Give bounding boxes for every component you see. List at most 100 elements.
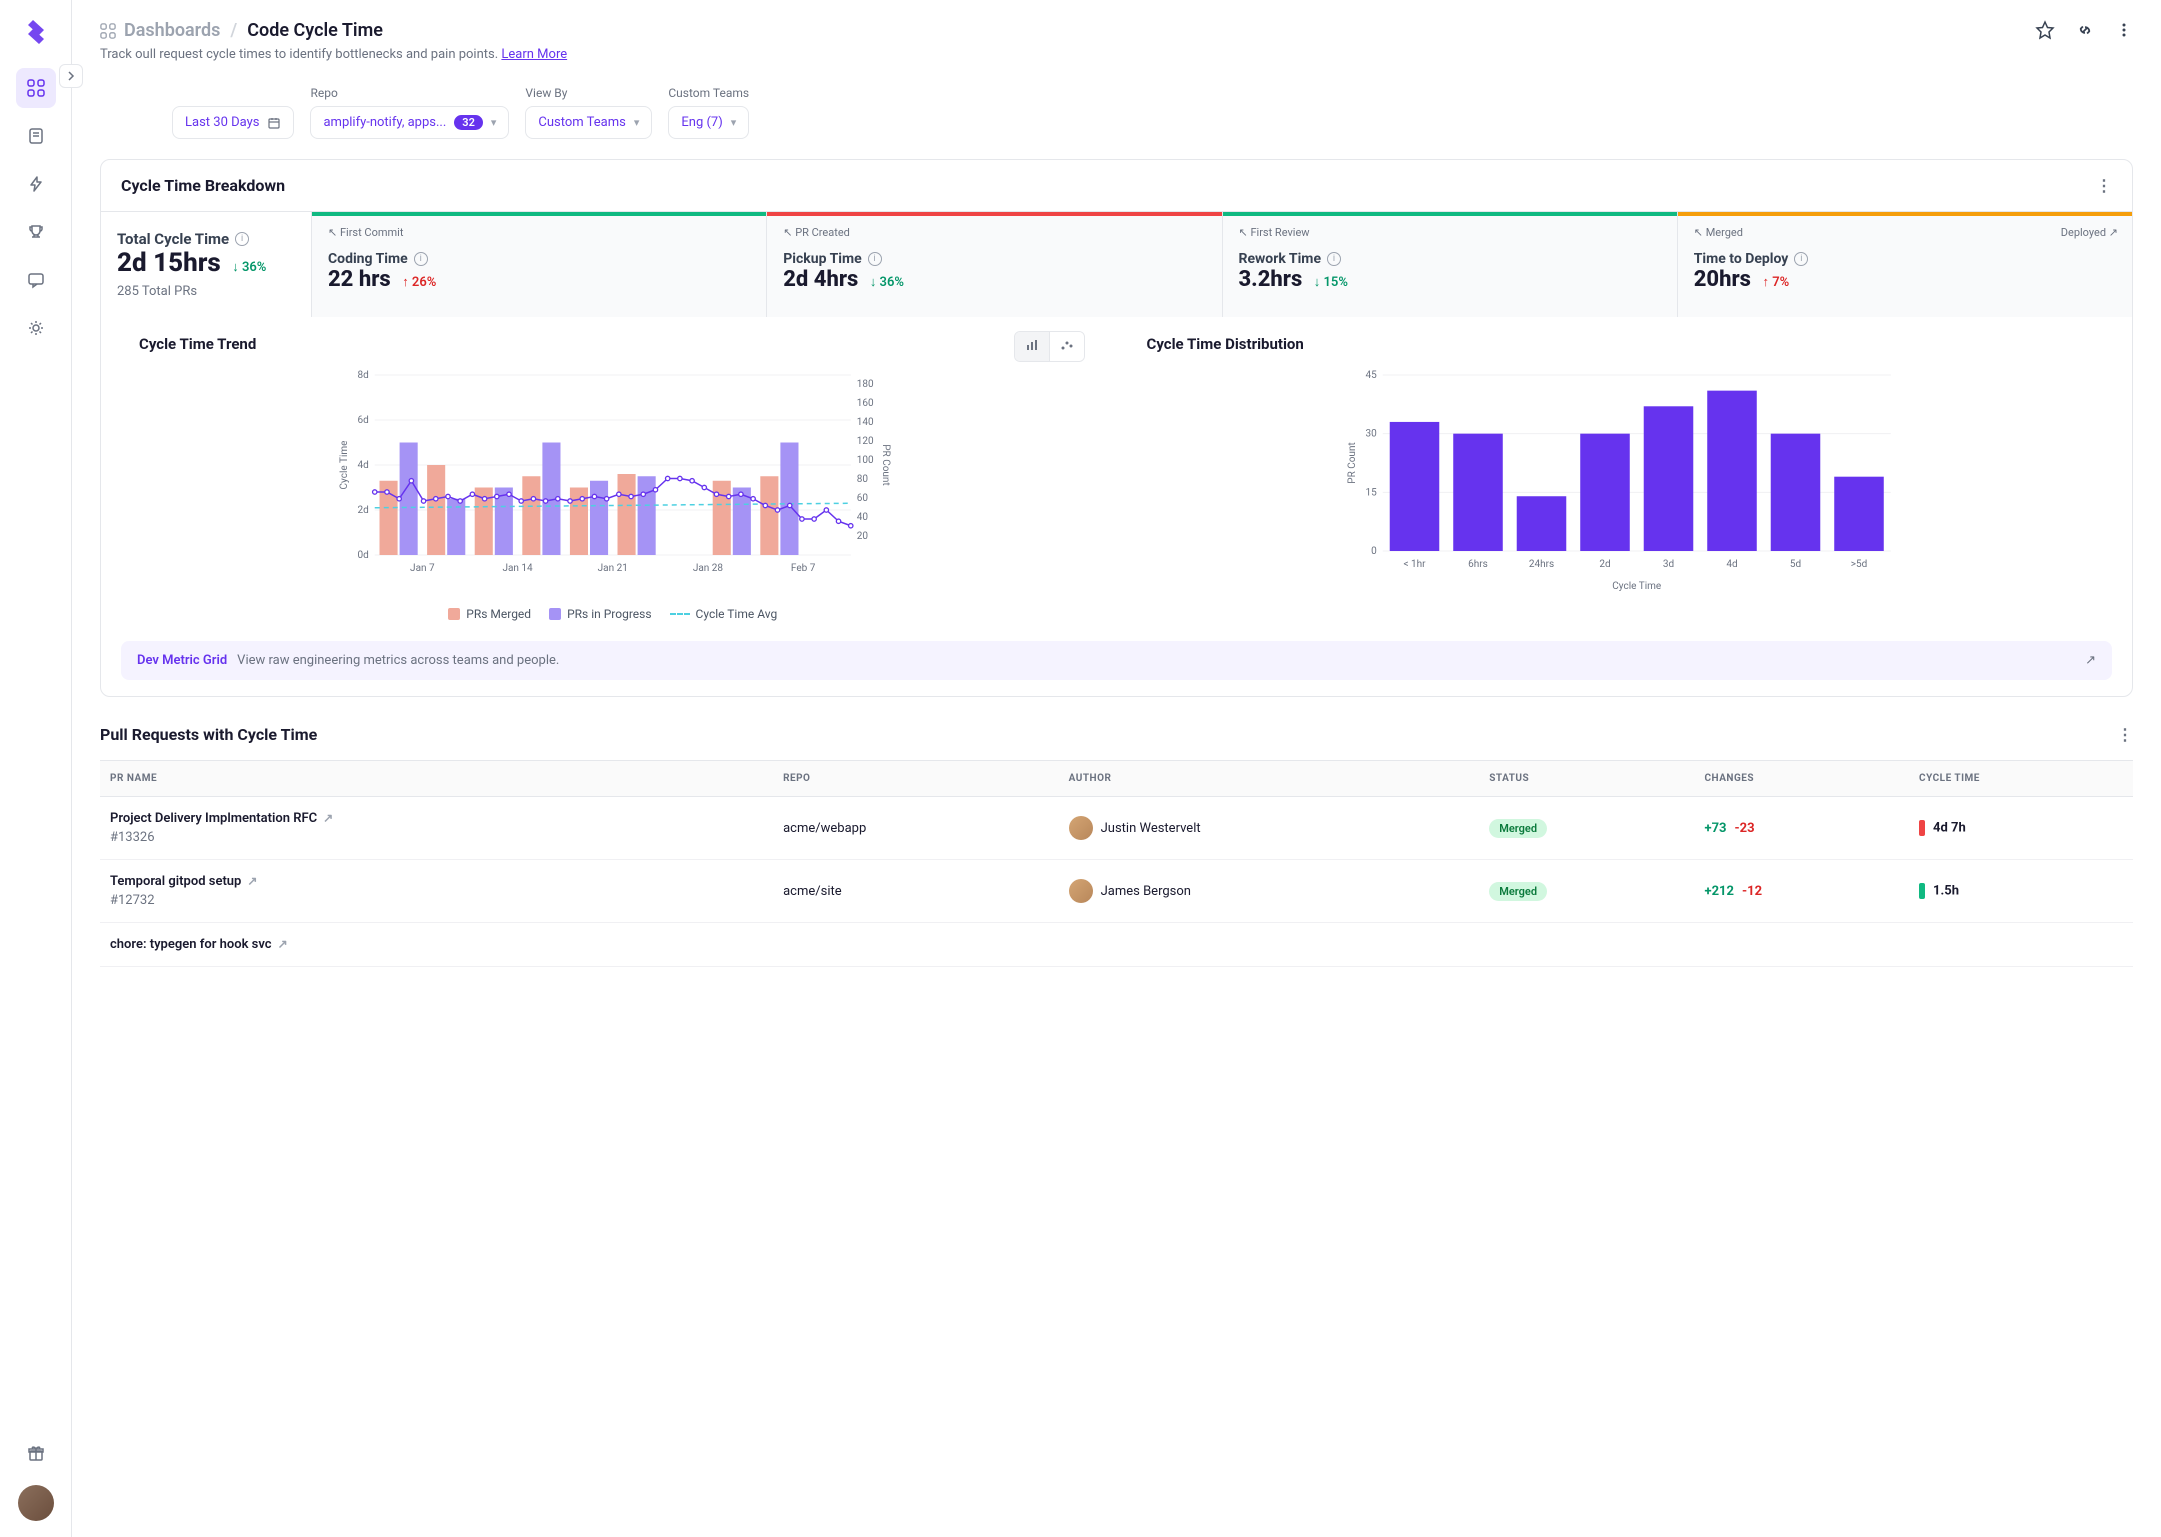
page-subtitle: Track oull request cycle times to identi…	[100, 47, 567, 62]
dev-metric-callout[interactable]: Dev Metric Grid View raw engineering met…	[121, 641, 2112, 680]
scatter-icon	[1060, 338, 1074, 352]
grid-icon	[27, 79, 45, 97]
nav-dashboards[interactable]	[16, 68, 56, 108]
repo-count-badge: 32	[454, 115, 483, 130]
svg-text:6hrs: 6hrs	[1468, 559, 1488, 570]
nav-comments[interactable]	[16, 260, 56, 300]
nav-docs[interactable]	[16, 116, 56, 156]
svg-text:< 1hr: < 1hr	[1403, 559, 1426, 570]
svg-text:45: 45	[1365, 370, 1377, 381]
stage-value: 20hrs	[1694, 267, 1751, 292]
table-column-header[interactable]: PR NAME	[100, 761, 773, 797]
stage-delta: ↓ 36%	[870, 275, 904, 290]
sidebar-expand-button[interactable]	[59, 64, 83, 88]
changes-deletions: -12	[1742, 884, 1762, 899]
teams-filter[interactable]: Eng (7) ▾	[668, 106, 749, 139]
info-icon: i	[414, 252, 428, 266]
viewby-filter[interactable]: Custom Teams ▾	[525, 106, 652, 139]
stage-panel[interactable]: ↖ First ReviewRework Time i3.2hrs ↓ 15%	[1222, 212, 1677, 317]
total-cycle-time-panel[interactable]: Total Cycle Time i 2d 15hrs ↓ 36% 285 To…	[101, 212, 311, 317]
external-link-icon: ↗	[247, 874, 257, 888]
page-icon	[27, 127, 45, 145]
stage-event-right: Deployed ↗	[2061, 226, 2118, 239]
legend-item: Cycle Time Avg	[670, 607, 778, 621]
svg-text:0: 0	[1371, 546, 1377, 557]
sidebar	[0, 0, 72, 1537]
chevron-down-icon: ▾	[491, 116, 497, 129]
table-menu-button[interactable]: ⋮	[2117, 725, 2133, 744]
svg-text:6d: 6d	[357, 415, 368, 426]
legend-item: PRs in Progress	[549, 607, 651, 621]
breadcrumb-parent[interactable]: Dashboards	[100, 20, 220, 41]
app-logo	[20, 16, 52, 48]
pr-number: #13326	[110, 830, 763, 845]
svg-text:Jan 28: Jan 28	[693, 563, 724, 574]
pr-table-title: Pull Requests with Cycle Time	[100, 725, 317, 744]
nav-goals[interactable]	[16, 212, 56, 252]
info-icon: i	[1794, 252, 1808, 266]
breadcrumb: Dashboards / Code Cycle Time	[100, 20, 567, 41]
nav-activity[interactable]	[16, 164, 56, 204]
grid-icon	[100, 23, 116, 39]
stage-event: ↖ PR Created	[783, 226, 1205, 239]
chevron-down-icon: ▾	[731, 116, 737, 129]
bar-view-button[interactable]	[1015, 332, 1050, 361]
table-column-header[interactable]: AUTHOR	[1059, 761, 1480, 797]
table-column-header[interactable]: CYCLE TIME	[1909, 761, 2133, 797]
svg-text:20: 20	[857, 531, 869, 542]
svg-text:Jan 14: Jan 14	[502, 563, 533, 574]
info-icon: i	[1327, 252, 1341, 266]
cycle-time-value: 4d 7h	[1933, 820, 1966, 835]
learn-more-link[interactable]: Learn More	[501, 47, 567, 62]
card-title: Cycle Time Breakdown	[121, 176, 285, 195]
nav-gifts[interactable]	[16, 1433, 56, 1473]
repo-filter[interactable]: amplify-notify, apps... 32 ▾	[310, 106, 509, 139]
svg-text:5d: 5d	[1789, 559, 1800, 570]
table-row[interactable]: Project Delivery Implmentation RFC↗ #1332…	[100, 797, 2133, 860]
pr-name: Temporal gitpod setup↗	[110, 874, 763, 889]
table-row[interactable]: Temporal gitpod setup↗#12732acme/siteJam…	[100, 860, 2133, 923]
svg-text:PR Count: PR Count	[1346, 442, 1357, 483]
table-column-header[interactable]: CHANGES	[1695, 761, 1910, 797]
svg-text:4d: 4d	[357, 460, 368, 471]
stage-panel[interactable]: ↖ First CommitCoding Time i22 hrs ↑ 26%	[311, 212, 766, 317]
pr-repo: acme/site	[773, 860, 1059, 923]
changes-additions: +212	[1705, 884, 1734, 899]
nav-settings[interactable]	[16, 308, 56, 348]
bolt-icon	[27, 175, 45, 193]
scatter-view-button[interactable]	[1050, 332, 1084, 361]
stage-panel[interactable]: ↖ PR CreatedPickup Time i2d 4hrs ↓ 36%	[766, 212, 1221, 317]
viewby-filter-label: View By	[525, 86, 652, 100]
svg-text:Jan 21: Jan 21	[598, 563, 628, 574]
more-button[interactable]	[2115, 21, 2133, 43]
svg-text:180: 180	[857, 379, 874, 390]
info-icon: i	[868, 252, 882, 266]
stage-value: 2d 4hrs	[783, 267, 858, 292]
svg-text:8d: 8d	[357, 370, 368, 381]
user-avatar[interactable]	[18, 1485, 54, 1521]
table-row[interactable]: chore: typegen for hook svc↗	[100, 923, 2133, 967]
pr-repo: acme/webapp	[773, 797, 1059, 860]
svg-text:PR Count: PR Count	[880, 444, 891, 485]
external-link-icon: ↗	[323, 811, 333, 825]
svg-text:2d: 2d	[357, 505, 368, 516]
svg-text:4d: 4d	[1726, 559, 1737, 570]
pr-name: Project Delivery Implmentation RFC↗	[110, 811, 763, 826]
total-cycle-time-value: 2d 15hrs	[117, 248, 221, 278]
card-menu-button[interactable]: ⋮	[2096, 176, 2112, 195]
stage-panel[interactable]: ↖ MergedDeployed ↗Time to Deploy i20hrs …	[1677, 212, 2132, 317]
share-button[interactable]	[2075, 20, 2095, 44]
svg-text:0d: 0d	[357, 550, 368, 561]
date-range-filter[interactable]: Last 30 Days	[172, 106, 294, 139]
svg-text:Feb 7: Feb 7	[791, 563, 816, 574]
star-button[interactable]	[2035, 20, 2055, 44]
trophy-icon	[27, 223, 45, 241]
stage-event: ↖ First Commit	[328, 226, 750, 239]
table-column-header[interactable]: STATUS	[1479, 761, 1694, 797]
status-badge: Merged	[1489, 882, 1547, 901]
table-column-header[interactable]: REPO	[773, 761, 1059, 797]
svg-text:100: 100	[857, 455, 874, 466]
cycle-time-distribution-chart: 0153045< 1hr6hrs24hrs2d3d4d5d>5dPR Count…	[1129, 365, 2113, 595]
stage-delta: ↓ 15%	[1314, 275, 1348, 290]
page-title: Code Cycle Time	[247, 20, 383, 41]
